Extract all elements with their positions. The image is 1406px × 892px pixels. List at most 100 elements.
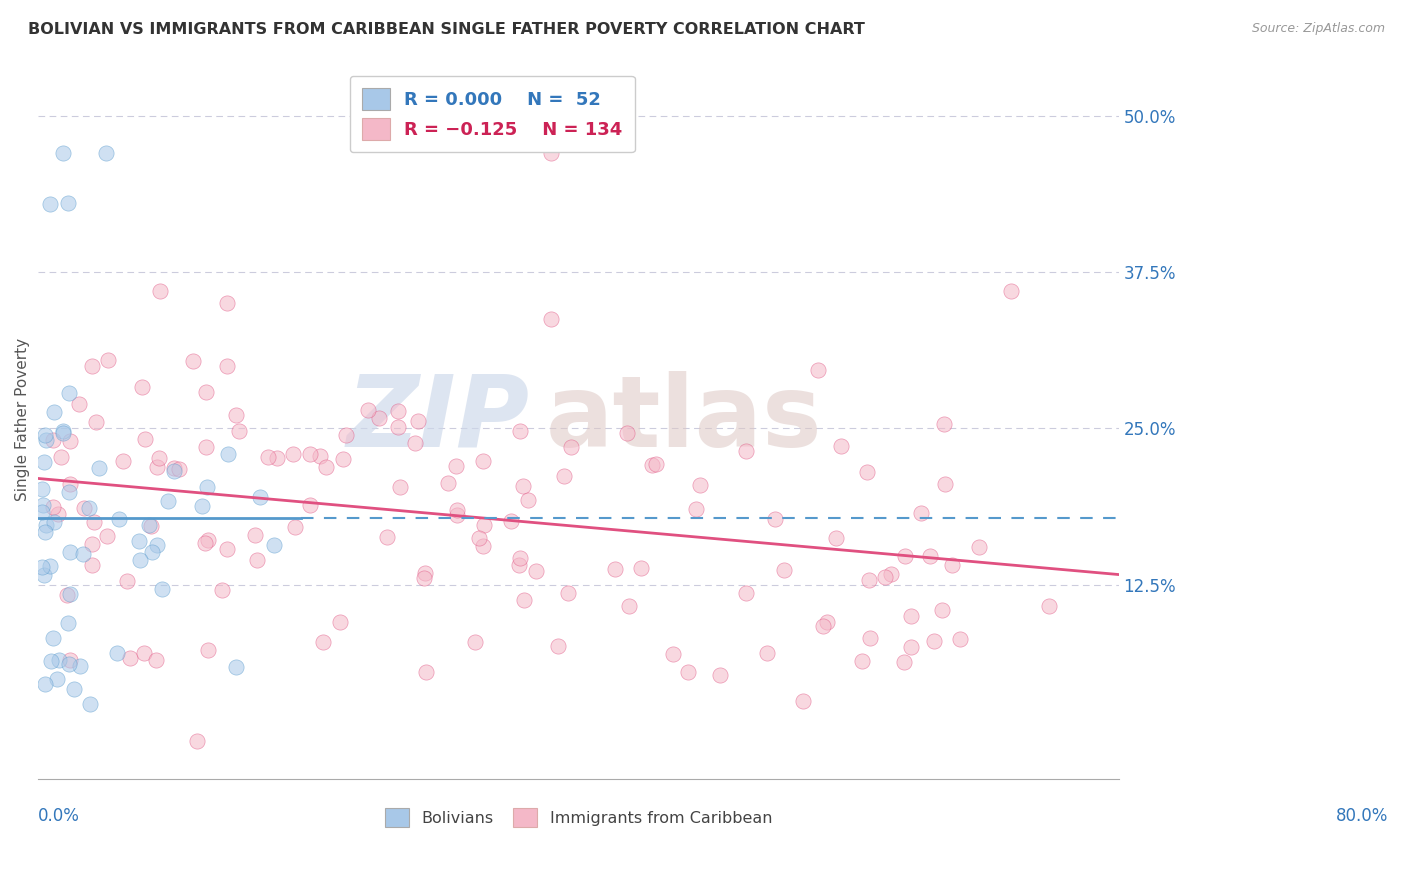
Text: atlas: atlas <box>546 370 823 467</box>
Point <box>524 565 547 579</box>
Point <box>145 653 167 667</box>
Point <box>246 553 269 567</box>
Y-axis label: Single Father Poverty: Single Father Poverty <box>15 337 30 500</box>
Point <box>735 444 758 458</box>
Point <box>59 545 82 559</box>
Point <box>39 197 62 211</box>
Point <box>139 519 162 533</box>
Point <box>42 434 65 448</box>
Point <box>678 665 700 679</box>
Point <box>186 734 208 748</box>
Point <box>134 433 156 447</box>
Point <box>77 501 100 516</box>
Point <box>58 657 80 671</box>
Point <box>644 457 666 471</box>
Point <box>96 529 118 543</box>
Point <box>84 416 107 430</box>
Point <box>1000 284 1022 298</box>
Point <box>145 459 167 474</box>
Point <box>437 475 460 490</box>
Point <box>58 485 80 500</box>
Point <box>195 480 218 494</box>
Point <box>472 517 495 532</box>
Point <box>197 533 219 547</box>
Point <box>190 499 212 513</box>
Point <box>34 677 56 691</box>
Point <box>772 564 794 578</box>
Point <box>332 452 354 467</box>
Point <box>225 408 247 422</box>
Text: BOLIVIAN VS IMMIGRANTS FROM CARIBBEAN SINGLE FATHER POVERTY CORRELATION CHART: BOLIVIAN VS IMMIGRANTS FROM CARIBBEAN SI… <box>28 22 865 37</box>
Point <box>893 655 915 669</box>
Point <box>472 453 495 467</box>
Point <box>217 296 239 310</box>
Point <box>858 573 880 587</box>
Point <box>181 354 204 368</box>
Point <box>97 353 120 368</box>
Point <box>87 461 110 475</box>
Point <box>512 478 534 492</box>
Point <box>217 447 239 461</box>
Point <box>616 425 638 440</box>
Point <box>689 478 711 492</box>
Point <box>471 539 494 553</box>
Point <box>662 647 685 661</box>
Point <box>792 693 814 707</box>
Point <box>540 146 562 161</box>
Point <box>617 599 640 613</box>
Point <box>39 558 62 573</box>
Point <box>873 569 896 583</box>
Point <box>129 553 152 567</box>
Point <box>824 531 846 545</box>
Point <box>413 566 436 580</box>
Point <box>932 417 955 432</box>
Point <box>44 516 66 530</box>
Point <box>281 447 304 461</box>
Point <box>329 615 352 629</box>
Point <box>387 404 409 418</box>
Point <box>368 410 391 425</box>
Point <box>96 146 118 161</box>
Point <box>553 468 575 483</box>
Point <box>225 659 247 673</box>
Point <box>112 454 135 468</box>
Point <box>501 514 523 528</box>
Point <box>464 635 486 649</box>
Point <box>1038 599 1060 614</box>
Point <box>894 549 917 564</box>
Point <box>42 631 65 645</box>
Point <box>138 518 160 533</box>
Point <box>228 424 250 438</box>
Point <box>141 545 163 559</box>
Point <box>42 500 65 515</box>
Point <box>547 639 569 653</box>
Point <box>859 632 882 646</box>
Point <box>299 498 322 512</box>
Point <box>31 483 53 497</box>
Point <box>156 494 179 508</box>
Legend: Bolivians, Immigrants from Caribbean: Bolivians, Immigrants from Caribbean <box>377 800 780 835</box>
Point <box>58 477 80 491</box>
Text: ZIP: ZIP <box>347 370 530 467</box>
Point <box>34 524 56 539</box>
Point <box>217 542 239 557</box>
Point <box>910 506 932 520</box>
Point <box>640 458 662 472</box>
Point <box>149 284 172 298</box>
Point <box>63 681 86 696</box>
Point <box>56 196 79 211</box>
Point <box>312 635 335 649</box>
Point <box>39 653 62 667</box>
Point <box>58 386 80 401</box>
Point <box>931 602 953 616</box>
Point <box>512 593 534 607</box>
Point <box>920 549 942 564</box>
Point <box>31 559 53 574</box>
Point <box>256 450 278 465</box>
Point <box>540 311 562 326</box>
Point <box>46 507 69 521</box>
Point <box>309 450 332 464</box>
Point <box>934 477 956 491</box>
Point <box>941 558 963 572</box>
Point <box>31 505 53 519</box>
